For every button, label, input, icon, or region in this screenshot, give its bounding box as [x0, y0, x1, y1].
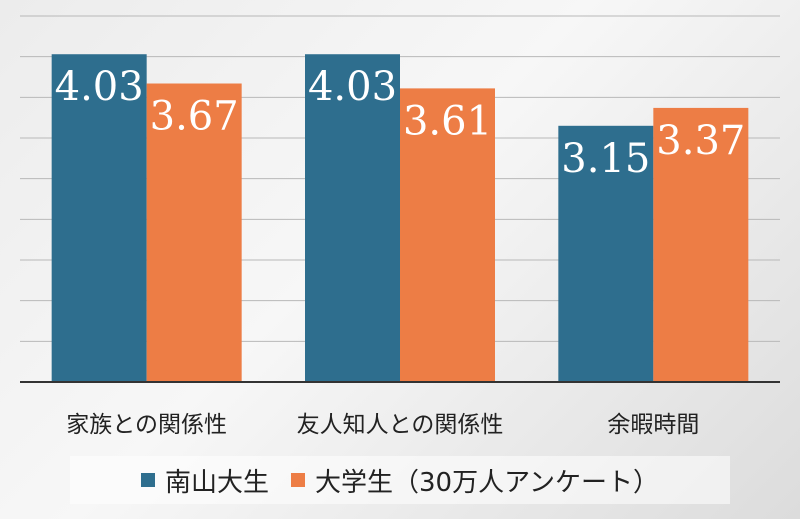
- category-label-0: 家族との関係性: [66, 412, 227, 438]
- data-label-0-1: 3.67: [150, 94, 239, 140]
- legend-label-nanzan: 南山大生: [164, 467, 269, 498]
- legend: 南山大生 大学生（30万人アンケート）: [70, 456, 730, 504]
- bar-2-1: [653, 107, 749, 382]
- data-label-1-1: 3.61: [403, 98, 492, 144]
- legend-label-students: 大学生（30万人アンケート）: [314, 467, 660, 498]
- category-label-2: 余暇時間: [607, 412, 699, 438]
- bar-1-0: [305, 54, 400, 383]
- data-label-0-0: 4.03: [55, 64, 144, 110]
- legend-item-nanzan: 南山大生: [140, 462, 269, 499]
- legend-swatch-students: [290, 473, 305, 487]
- data-label-2-1: 3.37: [656, 118, 745, 164]
- bar-1-1: [400, 88, 495, 383]
- category-label-1: 友人知人との関係性: [297, 412, 504, 438]
- data-label-1-0: 4.03: [308, 64, 397, 110]
- bar-2-0: [558, 125, 654, 383]
- data-label-2-0: 3.15: [561, 136, 650, 182]
- legend-swatch-nanzan: [140, 473, 155, 487]
- bar-0-0: [51, 54, 147, 383]
- legend-item-students: 大学生（30万人アンケート）: [290, 462, 660, 499]
- bar-0-1: [146, 83, 242, 383]
